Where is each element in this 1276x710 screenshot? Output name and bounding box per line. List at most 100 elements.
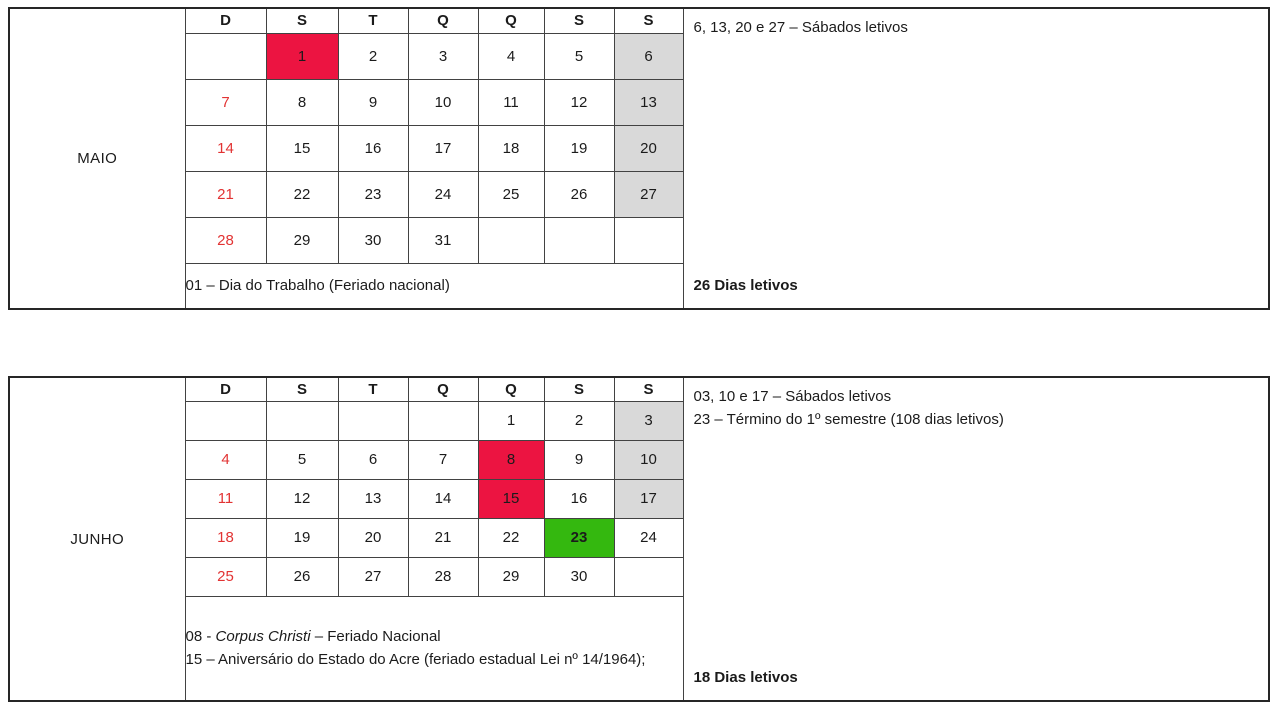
holiday-note-text: Corpus Christi <box>215 628 311 646</box>
day-cell: 24 <box>613 517 684 558</box>
weekday-header: S <box>613 7 684 34</box>
day-cell <box>543 216 615 264</box>
holiday-note-text: – Feriado Nacional <box>310 628 441 646</box>
day-cell: 2 <box>543 400 615 441</box>
day-cell: 27 <box>613 170 684 218</box>
month-name: JUNHO <box>70 530 125 548</box>
day-cell: 2 <box>337 32 409 80</box>
day-cell <box>184 32 267 80</box>
day-cell: 5 <box>265 439 339 480</box>
weekday-header: S <box>613 376 684 402</box>
weekday-header: Q <box>407 376 479 402</box>
day-cell: 7 <box>184 78 267 126</box>
day-cell: 8 <box>477 439 545 480</box>
day-cell: 26 <box>265 556 339 597</box>
side-note: 23 – Término do 1º semestre (108 dias le… <box>693 411 1004 428</box>
holiday-note: 15 – Aniversário do Estado do Acre (feri… <box>186 648 651 671</box>
month-name-cell: JUNHO <box>8 376 186 702</box>
holiday-note: 01 – Dia do Trabalho (Feriado nacional) <box>186 274 651 297</box>
holiday-note: 08 - Corpus Christi – Feriado Nacional <box>186 625 651 648</box>
day-cell: 11 <box>184 478 267 519</box>
weekday-header: S <box>543 7 615 34</box>
day-cell: 23 <box>337 170 409 218</box>
day-cell: 11 <box>477 78 545 126</box>
day-cell: 3 <box>613 400 684 441</box>
weekday-header: S <box>265 376 339 402</box>
day-cell: 9 <box>543 439 615 480</box>
side-note: 6, 13, 20 e 27 – Sábados letivos <box>693 19 908 36</box>
calendar-table-maio: MAIO D S T Q Q S S 6, 13, 20 e 27 – Sábados leti… <box>8 7 1270 310</box>
day-cell: 23 <box>543 517 615 558</box>
holiday-note-text: 01 – Dia do Trabalho (Feriado nacional) <box>185 277 450 295</box>
day-cell <box>184 400 267 441</box>
day-cell: 5 <box>543 32 615 80</box>
month-name: MAIO <box>77 150 118 167</box>
day-cell: 8 <box>265 78 339 126</box>
day-cell: 16 <box>337 124 409 172</box>
day-cell: 10 <box>407 78 479 126</box>
day-cell: 4 <box>477 32 545 80</box>
side-notes-wrap: 03, 10 e 17 – Sábados letivos 23 – Términ… <box>684 378 1268 700</box>
side-notes: 6, 13, 20 e 27 – Sábados letivos <box>694 16 1259 39</box>
side-note: 03, 10 e 17 – Sábados letivos <box>693 388 892 405</box>
day-cell: 30 <box>543 556 615 597</box>
day-cell: 20 <box>613 124 684 172</box>
day-cell: 21 <box>184 170 267 218</box>
holiday-note-text: 08 - <box>185 628 216 646</box>
day-cell: 1 <box>477 400 545 441</box>
weekday-header: Q <box>477 376 545 402</box>
day-cell: 28 <box>407 556 479 597</box>
day-cell: 14 <box>407 478 479 519</box>
day-cell: 18 <box>184 517 267 558</box>
day-cell: 12 <box>543 78 615 126</box>
day-cell: 12 <box>265 478 339 519</box>
day-cell: 16 <box>543 478 615 519</box>
side-notes-cell: 03, 10 e 17 – Sábados letivos 23 – Términ… <box>682 376 1270 702</box>
holiday-note-text: 15 – Aniversário do Estado do Acre (feri… <box>185 651 646 669</box>
weekday-header: T <box>337 7 409 34</box>
day-cell: 13 <box>613 78 684 126</box>
weekday-header: D <box>184 7 267 34</box>
day-cell: 6 <box>613 32 684 80</box>
day-cell: 19 <box>543 124 615 172</box>
day-cell <box>613 556 684 597</box>
day-cell: 10 <box>613 439 684 480</box>
day-cell: 17 <box>613 478 684 519</box>
day-cell: 18 <box>477 124 545 172</box>
day-cell <box>477 216 545 264</box>
day-cell: 25 <box>184 556 267 597</box>
day-cell: 26 <box>543 170 615 218</box>
side-notes-wrap: 6, 13, 20 e 27 – Sábados letivos 26 Dias … <box>684 9 1268 308</box>
day-cell: 22 <box>477 517 545 558</box>
day-cell <box>407 400 479 441</box>
day-cell: 1 <box>265 32 339 80</box>
total-school-days: 26 Dias letivos <box>693 277 798 294</box>
weekday-header: D <box>184 376 267 402</box>
day-cell: 6 <box>337 439 409 480</box>
weekday-header: T <box>337 376 409 402</box>
day-cell: 20 <box>337 517 409 558</box>
side-notes-cell: 6, 13, 20 e 27 – Sábados letivos 26 Dias … <box>682 7 1270 310</box>
day-cell: 15 <box>265 124 339 172</box>
day-cell: 7 <box>407 439 479 480</box>
day-cell: 29 <box>477 556 545 597</box>
day-cell: 3 <box>407 32 479 80</box>
day-cell: 13 <box>337 478 409 519</box>
weekday-header: Q <box>477 7 545 34</box>
day-cell: 21 <box>407 517 479 558</box>
calendar-table-junho: JUNHO D S T Q Q S S 03, 10 e 17 – Sábados letivo… <box>8 376 1270 702</box>
weekday-header: S <box>543 376 615 402</box>
total-school-days: 18 Dias letivos <box>693 669 798 686</box>
day-cell <box>337 400 409 441</box>
day-cell: 29 <box>265 216 339 264</box>
day-cell: 24 <box>407 170 479 218</box>
day-cell: 9 <box>337 78 409 126</box>
day-cell: 30 <box>337 216 409 264</box>
day-cell: 14 <box>184 124 267 172</box>
day-cell: 15 <box>477 478 545 519</box>
side-notes: 03, 10 e 17 – Sábados letivos 23 – Términ… <box>694 385 1259 431</box>
day-cell: 28 <box>184 216 267 264</box>
weekday-header: Q <box>407 7 479 34</box>
holiday-notes-cell: 08 - Corpus Christi – Feriado Nacional 15… <box>184 595 684 702</box>
